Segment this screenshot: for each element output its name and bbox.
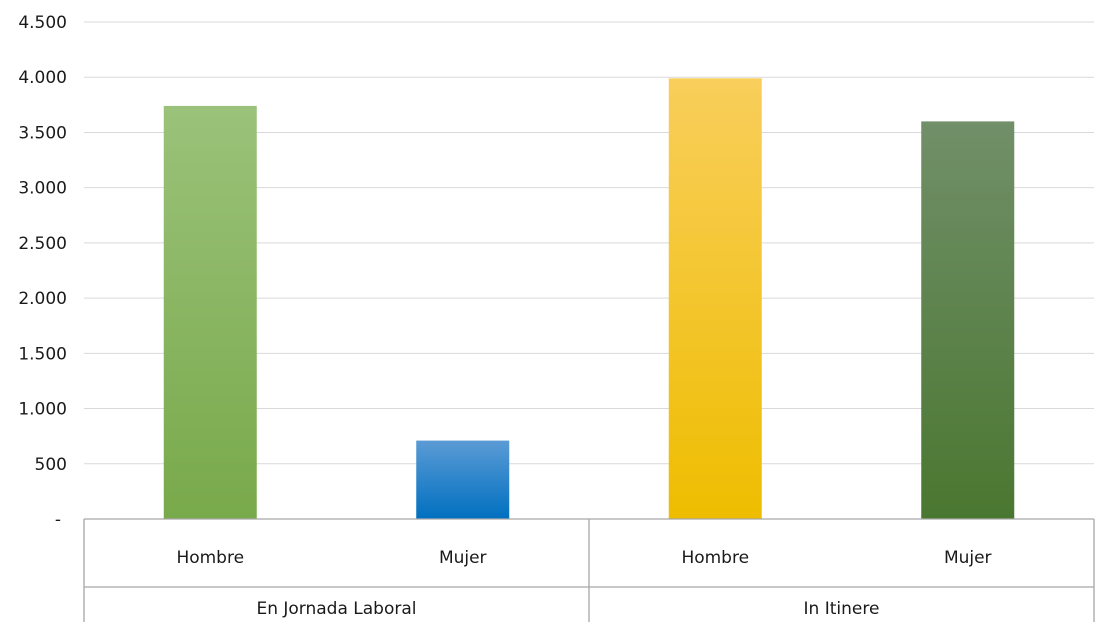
bar-en-jornada-laboral-hombre	[163, 105, 257, 519]
y-tick-label: 4.500	[18, 13, 67, 33]
x-group-label: In Itinere	[804, 599, 880, 619]
y-tick-label: 1.000	[18, 400, 67, 420]
y-tick-label: 3.500	[18, 123, 67, 143]
y-tick-label: 3.000	[18, 179, 67, 199]
y-tick-label: 500	[35, 455, 67, 475]
x-category-label: Mujer	[944, 548, 992, 568]
bars	[163, 78, 1015, 520]
x-axis: Hombre Mujer Hombre Mujer En Jornada Laboral…	[83, 518, 1095, 622]
y-tick-label: 1.500	[18, 344, 67, 364]
y-tick-label: 2.000	[18, 289, 67, 309]
bar-in-itinere-hombre	[668, 78, 762, 520]
y-tick-label: -	[55, 510, 61, 530]
x-group-label: En Jornada Laboral	[256, 599, 416, 619]
bar-en-jornada-laboral-mujer	[416, 440, 510, 519]
y-axis: - 500 1.000 1.500 2.000 2.500 3.000 3.500 4.000 4…	[18, 13, 67, 530]
x-category-label: Mujer	[439, 548, 487, 568]
y-tick-label: 2.500	[18, 234, 67, 254]
x-category-label: Hombre	[681, 548, 749, 568]
x-category-label: Hombre	[176, 548, 244, 568]
y-tick-label: 4.000	[18, 68, 67, 88]
bar-in-itinere-mujer	[921, 121, 1015, 520]
